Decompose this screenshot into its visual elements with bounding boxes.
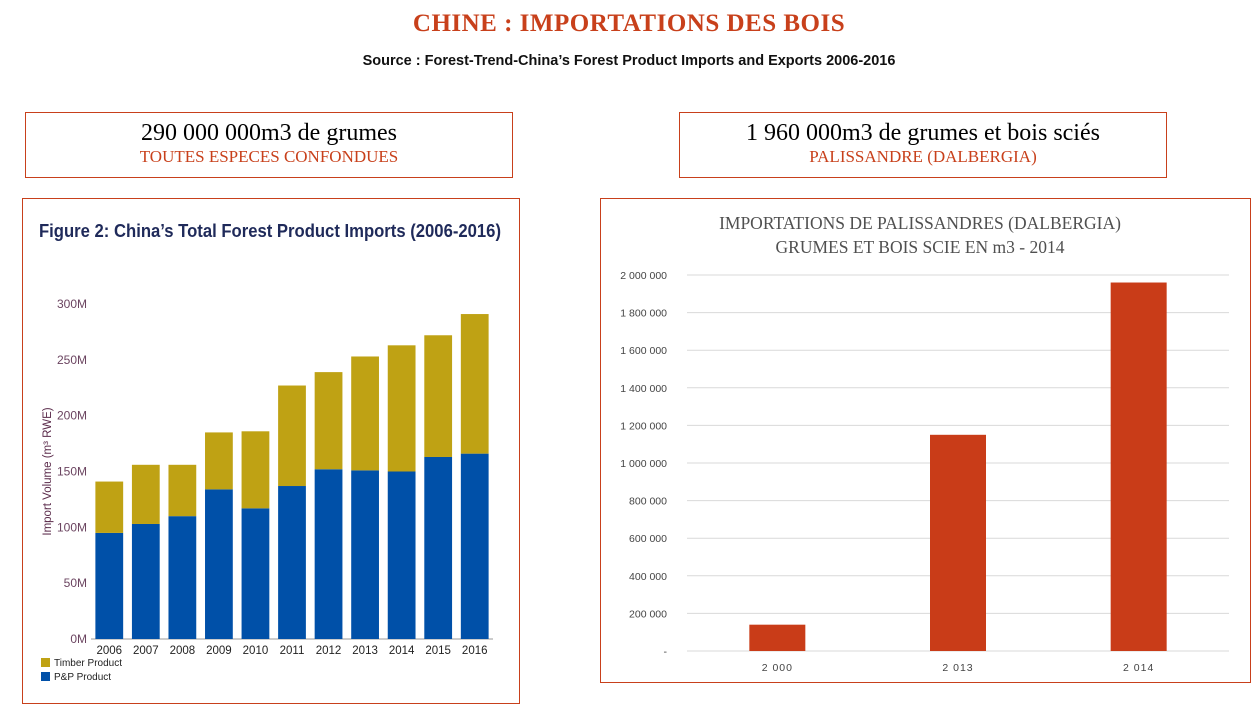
- bar-segment-timber-product-2007: [131, 464, 160, 524]
- bar-segment-timber-product-2011: [278, 385, 306, 487]
- bar-segment-timber-product-2009: [205, 432, 233, 490]
- y-tick-label: 0M: [70, 632, 87, 646]
- y-tick-label: 1 000 000: [620, 458, 667, 470]
- bar-segment-p-p-product-2015: [424, 456, 453, 639]
- summary-total-volume: 290 000 000m3 de grumes: [141, 120, 397, 146]
- y-tick-label: 300M: [57, 297, 87, 311]
- y-tick-label: 250M: [57, 353, 87, 367]
- summary-rosewood-label: PALISSANDRE (DALBERGIA): [809, 147, 1037, 166]
- chart-subtitle: GRUMES ET BOIS SCIE EN m3 - 2014: [776, 237, 1065, 257]
- summary-rosewood-volume: 1 960 000m3 de grumes et bois sciés: [746, 120, 1100, 146]
- bar-segment-p-p-product-2014: [387, 471, 416, 639]
- y-tick-label: 50M: [64, 576, 87, 590]
- bar-segment-p-p-product-2013: [351, 470, 379, 639]
- bar-segment-timber-product-2016: [460, 314, 489, 454]
- y-tick-label: 600 000: [629, 533, 667, 545]
- bar-segment-timber-product-2014: [387, 345, 416, 472]
- x-tick-label: 2 013: [942, 662, 973, 674]
- rosewood-imports-chart: IMPORTATIONS DE PALISSANDRES (DALBERGIA)…: [620, 213, 1229, 674]
- bar-segment-p-p-product-2008: [168, 516, 197, 639]
- bar-segment-p-p-product-2007: [131, 523, 160, 639]
- chart-title: IMPORTATIONS DE PALISSANDRES (DALBERGIA): [719, 213, 1121, 233]
- x-tick-label: 2006: [96, 645, 122, 657]
- x-tick-label: 2008: [170, 645, 196, 657]
- x-tick-label: 2007: [133, 645, 159, 657]
- y-tick-label: -: [664, 646, 668, 658]
- page-title: CHINE : IMPORTATIONS DES BOIS: [412, 10, 846, 37]
- x-tick-label: 2 014: [1123, 662, 1154, 674]
- y-tick-label: 400 000: [629, 571, 667, 583]
- x-tick-label: 2010: [243, 645, 269, 657]
- y-axis-label: Import Volume (m³ RWE): [42, 407, 54, 535]
- x-tick-label: 2011: [280, 645, 305, 657]
- y-tick-label: 200 000: [629, 608, 667, 620]
- x-tick-label: 2013: [352, 645, 378, 657]
- x-tick-label: 2009: [206, 645, 232, 657]
- legend-swatch: [41, 658, 50, 667]
- bar-segment-p-p-product-2012: [314, 469, 343, 639]
- bar-segment-timber-product-2015: [424, 335, 453, 457]
- y-tick-label: 2 000 000: [620, 270, 667, 282]
- x-tick-label: 2 000: [762, 662, 793, 674]
- y-tick-label: 1 800 000: [620, 308, 667, 320]
- x-tick-label: 2012: [316, 645, 342, 657]
- legend-label: P&P Product: [54, 672, 111, 683]
- y-tick-label: 1 600 000: [620, 345, 667, 357]
- bar-segment-timber-product-2010: [241, 431, 270, 509]
- summary-total-label: TOUTES ESPECES CONFONDUES: [139, 147, 399, 166]
- bar-segment-p-p-product-2010: [241, 508, 270, 639]
- y-tick-label: 100M: [57, 520, 87, 534]
- total-imports-chart: Figure 2: China’s Total Forest Product I…: [39, 220, 501, 683]
- x-tick-label: 2016: [462, 645, 488, 657]
- summary-box-rosewood: 1 960 000m3 de grumes et bois sciés PALI…: [679, 112, 1167, 178]
- bar-2014: [1110, 282, 1167, 651]
- bar-segment-timber-product-2013: [351, 356, 379, 471]
- x-tick-label: 2015: [425, 645, 451, 657]
- summary-box-total: 290 000 000m3 de grumes TOUTES ESPECES C…: [25, 112, 513, 178]
- bar-2013: [930, 434, 986, 651]
- legend-label: Timber Product: [54, 658, 122, 669]
- chart-panel-rosewood-imports: IMPORTATIONS DE PALISSANDRES (DALBERGIA)…: [600, 198, 1251, 683]
- bar-segment-timber-product-2006: [95, 481, 124, 533]
- y-tick-label: 1 400 000: [620, 383, 667, 395]
- chart-panel-total-imports: Figure 2: China’s Total Forest Product I…: [22, 198, 520, 704]
- y-tick-label: 1 200 000: [620, 420, 667, 432]
- y-tick-label: 800 000: [629, 496, 667, 508]
- chart-title: Figure 2: China’s Total Forest Product I…: [39, 220, 501, 241]
- bar-segment-p-p-product-2011: [278, 486, 306, 639]
- bar-segment-p-p-product-2009: [205, 489, 233, 639]
- source-caption: Source : Forest-Trend-China’s Forest Pro…: [362, 53, 896, 69]
- y-tick-label: 150M: [57, 465, 87, 479]
- y-tick-label: 200M: [57, 409, 87, 423]
- bar-segment-timber-product-2008: [168, 464, 197, 517]
- legend-swatch: [41, 672, 50, 681]
- x-tick-label: 2014: [389, 645, 415, 657]
- bar-segment-timber-product-2012: [314, 372, 343, 470]
- bar-2000: [749, 624, 806, 651]
- bar-segment-p-p-product-2006: [95, 532, 124, 639]
- bar-segment-p-p-product-2016: [460, 453, 489, 639]
